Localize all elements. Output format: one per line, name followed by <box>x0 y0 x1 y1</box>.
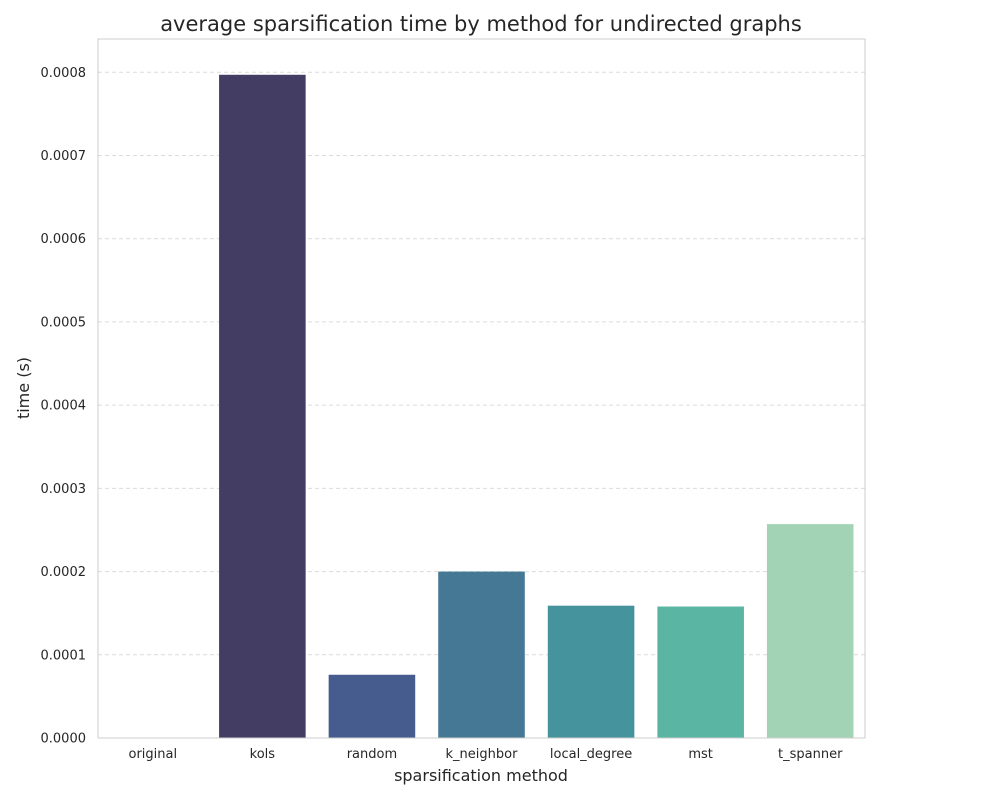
y-axis-label: time (s) <box>14 357 33 419</box>
y-tick-label: 0.0005 <box>41 315 87 330</box>
bar-t-spanner <box>766 524 854 738</box>
plot-area-frame <box>97 38 866 739</box>
y-tick-label: 0.0007 <box>41 149 87 164</box>
chart-title: average sparsification time by method fo… <box>160 12 802 36</box>
bar-k-neighbor <box>438 571 525 738</box>
y-axis-ticks: 0.0000 0.0001 0.0002 0.0003 0.0004 0.0005 0.00… <box>41 66 87 747</box>
x-tick-label: k_neighbor <box>446 747 519 762</box>
y-tick-label: 0.0001 <box>41 648 87 663</box>
y-tick-label: 0.0003 <box>41 482 87 497</box>
x-tick-label: t_spanner <box>778 747 843 762</box>
bar-kols <box>219 74 306 738</box>
x-tick-label: local_degree <box>550 747 632 762</box>
bar-mst <box>657 606 744 738</box>
y-tick-label: 0.0000 <box>41 732 87 747</box>
x-axis-ticks: original kols random k_neighbor local_degree… <box>128 747 843 762</box>
y-tick-label: 0.0006 <box>41 232 87 247</box>
bar-local-degree <box>547 605 635 738</box>
y-tick-label: 0.0004 <box>41 399 87 414</box>
x-tick-label: mst <box>688 747 713 762</box>
bars <box>219 74 854 738</box>
y-tick-label: 0.0002 <box>41 565 87 580</box>
x-axis-label: sparsification method <box>394 766 568 785</box>
x-tick-label: original <box>128 747 177 762</box>
y-tick-label: 0.0008 <box>41 66 87 81</box>
bar-random <box>328 674 416 738</box>
x-tick-label: random <box>347 747 397 762</box>
gridlines <box>98 71 865 656</box>
x-tick-label: kols <box>250 747 276 762</box>
